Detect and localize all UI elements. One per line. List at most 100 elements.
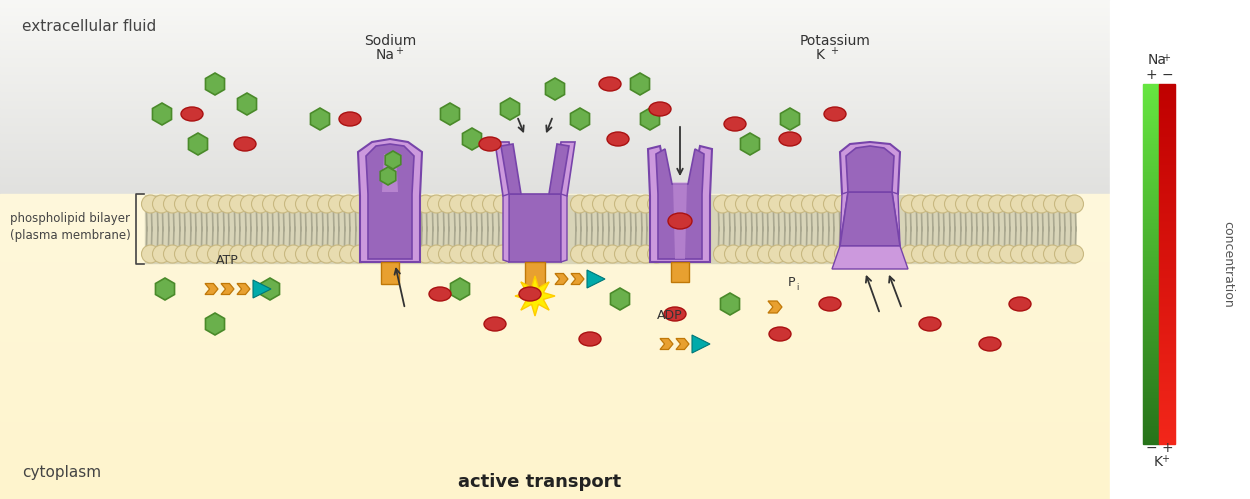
- Bar: [1159, 88, 1175, 89]
- Bar: [1142, 178, 1159, 179]
- Bar: [0, 386, 1110, 387]
- Bar: [1159, 318, 1175, 319]
- Bar: [1142, 352, 1159, 353]
- Bar: [0, 93, 1110, 94]
- Bar: [1159, 360, 1175, 361]
- Bar: [1142, 99, 1159, 100]
- Polygon shape: [501, 144, 521, 194]
- Bar: [1159, 287, 1175, 288]
- Bar: [0, 237, 1110, 238]
- Bar: [1159, 96, 1175, 97]
- Bar: [0, 254, 1110, 255]
- Bar: [1159, 101, 1175, 102]
- Bar: [1142, 417, 1159, 418]
- Bar: [1159, 231, 1175, 232]
- Polygon shape: [552, 142, 575, 196]
- Bar: [0, 230, 1110, 231]
- Bar: [0, 316, 1110, 317]
- Bar: [0, 199, 1110, 200]
- Bar: [0, 246, 1110, 247]
- Bar: [0, 407, 1110, 408]
- Bar: [0, 26, 1110, 27]
- Bar: [1142, 269, 1159, 270]
- Bar: [0, 219, 1110, 220]
- Bar: [1142, 250, 1159, 251]
- Bar: [0, 241, 1110, 242]
- Bar: [1142, 337, 1159, 338]
- Bar: [0, 347, 1110, 348]
- Bar: [1159, 418, 1175, 419]
- Polygon shape: [238, 283, 250, 294]
- Circle shape: [1065, 245, 1084, 263]
- Bar: [1142, 287, 1159, 288]
- Bar: [1142, 252, 1159, 253]
- Bar: [0, 378, 1110, 379]
- Bar: [1159, 85, 1175, 86]
- Bar: [1142, 315, 1159, 316]
- Bar: [0, 184, 1110, 185]
- Bar: [1159, 319, 1175, 320]
- Bar: [1142, 90, 1159, 91]
- Bar: [1142, 92, 1159, 93]
- Bar: [0, 446, 1110, 447]
- Bar: [1159, 334, 1175, 335]
- Bar: [1159, 349, 1175, 350]
- Bar: [0, 358, 1110, 359]
- Bar: [0, 352, 1110, 353]
- Bar: [1142, 262, 1159, 263]
- Bar: [1142, 360, 1159, 361]
- Bar: [1142, 203, 1159, 204]
- Bar: [1142, 347, 1159, 348]
- Bar: [0, 191, 1110, 192]
- Circle shape: [945, 245, 962, 263]
- Circle shape: [262, 195, 280, 213]
- Bar: [0, 442, 1110, 443]
- Bar: [0, 95, 1110, 96]
- Bar: [0, 46, 1110, 47]
- Bar: [1142, 235, 1159, 236]
- Bar: [0, 444, 1110, 445]
- Bar: [1159, 218, 1175, 219]
- Circle shape: [780, 245, 798, 263]
- Bar: [0, 489, 1110, 490]
- Bar: [1142, 209, 1159, 210]
- Bar: [0, 462, 1110, 463]
- Bar: [1142, 102, 1159, 103]
- Bar: [1142, 424, 1159, 425]
- Bar: [0, 90, 1110, 91]
- Bar: [1142, 147, 1159, 148]
- Bar: [0, 276, 1110, 277]
- Bar: [1142, 343, 1159, 344]
- Bar: [1142, 261, 1159, 262]
- Bar: [1142, 132, 1159, 133]
- Bar: [1142, 377, 1159, 378]
- Bar: [0, 307, 1110, 308]
- Bar: [1159, 156, 1175, 157]
- Bar: [0, 7, 1110, 8]
- Bar: [1142, 231, 1159, 232]
- Circle shape: [306, 245, 325, 263]
- Bar: [1142, 266, 1159, 267]
- Bar: [1142, 206, 1159, 207]
- Bar: [1159, 221, 1175, 222]
- Bar: [0, 449, 1110, 450]
- Bar: [1159, 158, 1175, 159]
- Bar: [0, 150, 1110, 151]
- Circle shape: [295, 195, 314, 213]
- Bar: [1159, 201, 1175, 202]
- Circle shape: [824, 195, 841, 213]
- Bar: [0, 456, 1110, 457]
- Bar: [1159, 196, 1175, 197]
- Bar: [0, 414, 1110, 415]
- Bar: [1142, 241, 1159, 242]
- Bar: [0, 109, 1110, 110]
- Bar: [1142, 414, 1159, 415]
- Bar: [0, 27, 1110, 28]
- Bar: [1159, 413, 1175, 414]
- Bar: [0, 452, 1110, 453]
- Bar: [1142, 173, 1159, 174]
- Bar: [1142, 260, 1159, 261]
- Bar: [0, 270, 1110, 271]
- Bar: [1142, 443, 1159, 444]
- Polygon shape: [570, 108, 590, 130]
